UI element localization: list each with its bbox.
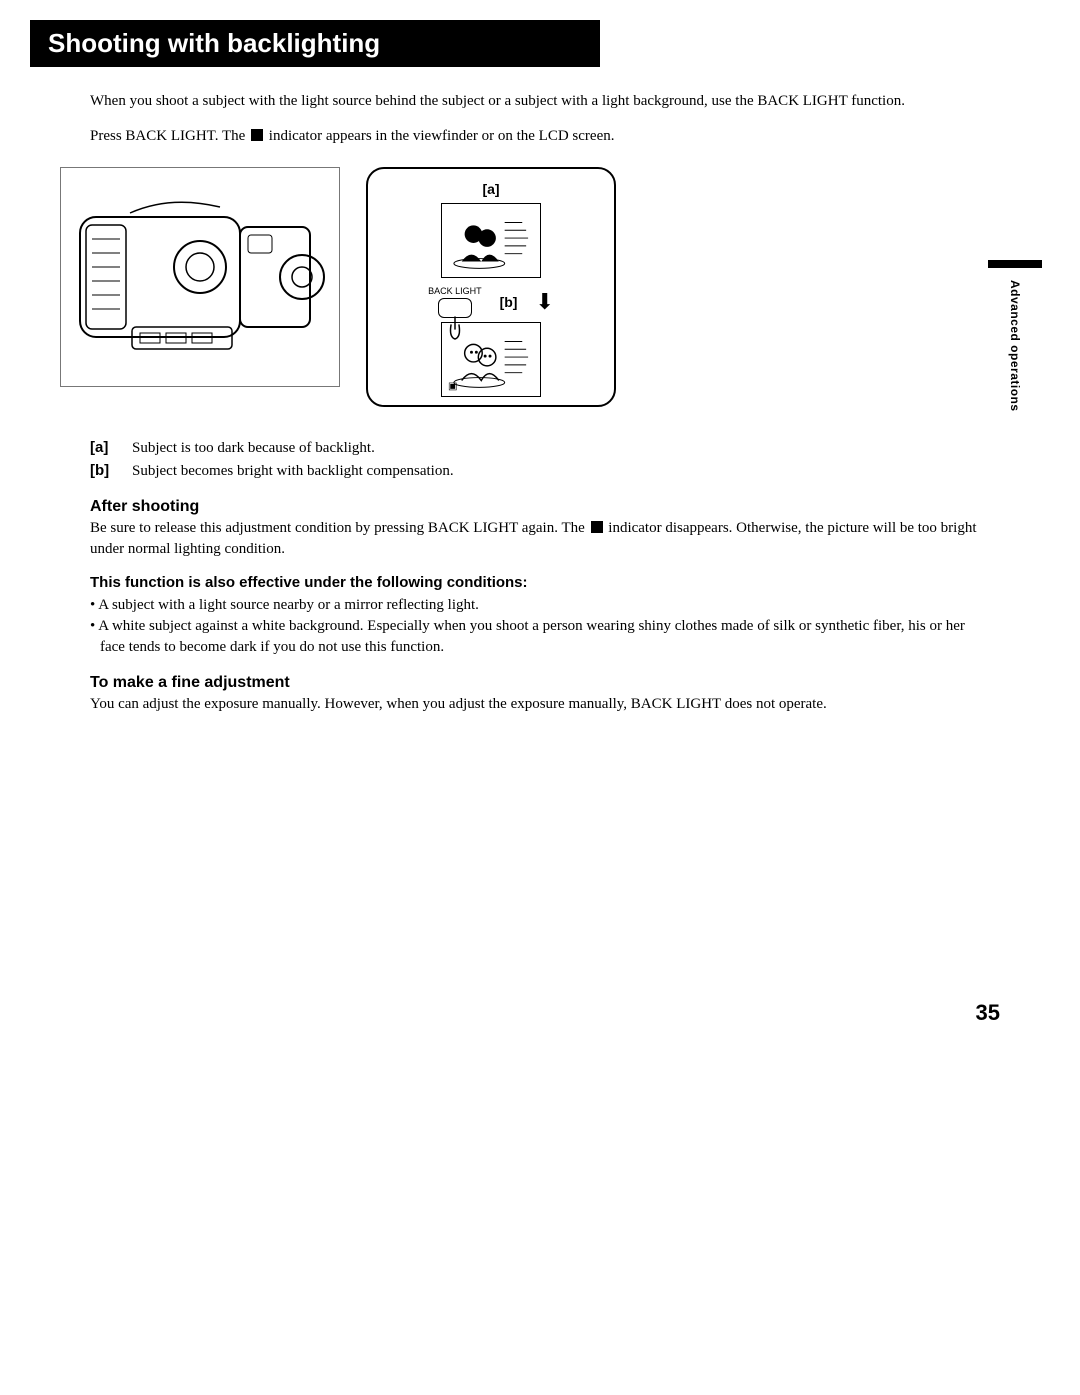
intro-block: When you shoot a subject with the light … <box>90 91 980 147</box>
legend-text-a: Subject is too dark because of backlight… <box>132 437 375 460</box>
backlight-button-illustration: BACK LIGHT <box>428 286 482 318</box>
screen-a <box>441 203 541 278</box>
legend-key-a: [a] <box>90 437 118 460</box>
down-arrow-icon: ⬇ <box>535 291 553 313</box>
screen-b: ▣ <box>441 322 541 397</box>
backlight-indicator-icon <box>251 129 263 141</box>
page-number: 35 <box>976 1000 1000 1026</box>
viewfinder-comparison: [a] <box>366 167 616 407</box>
list-item: A subject with a light source nearby or … <box>90 595 980 616</box>
page-title: Shooting with backlighting <box>30 20 600 67</box>
after-shooting-heading: After shooting <box>90 498 980 516</box>
after-shooting-body: Be sure to release this adjustment condi… <box>90 518 980 560</box>
bright-subject-icon <box>450 331 532 389</box>
backlight-indicator-icon <box>591 521 603 533</box>
figure-label-b: [b] <box>500 294 518 310</box>
dark-subject-icon <box>450 212 532 270</box>
legend-text-b: Subject becomes bright with backlight co… <box>132 460 454 483</box>
tab-strip-icon <box>988 260 1042 268</box>
tab-label: Advanced operations <box>1008 280 1022 412</box>
after-shooting-section: After shooting Be sure to release this a… <box>90 498 980 658</box>
legend-key-b: [b] <box>90 460 118 483</box>
fine-adjustment-section: To make a fine adjustment You can adjust… <box>90 674 980 715</box>
intro-paragraph-1: When you shoot a subject with the light … <box>90 91 980 112</box>
also-effective-list: A subject with a light source nearby or … <box>90 595 980 658</box>
backlight-button-label: BACK LIGHT <box>428 286 482 296</box>
fine-adjustment-heading: To make a fine adjustment <box>90 674 980 692</box>
also-effective-heading: This function is also effective under th… <box>90 574 980 591</box>
list-item: A white subject against a white backgrou… <box>90 616 980 658</box>
figure-legend: [a] Subject is too dark because of backl… <box>90 437 980 482</box>
backlight-indicator-icon: ▣ <box>448 381 457 392</box>
camera-illustration <box>60 167 340 387</box>
intro-paragraph-2: Press BACK LIGHT. The indicator appears … <box>90 126 980 147</box>
figure-row: [a] <box>60 167 980 407</box>
figure-label-a: [a] <box>482 181 499 197</box>
camcorder-icon <box>70 177 330 377</box>
section-tab: Advanced operations <box>988 260 1042 412</box>
fine-adjustment-body: You can adjust the exposure manually. Ho… <box>90 694 980 715</box>
